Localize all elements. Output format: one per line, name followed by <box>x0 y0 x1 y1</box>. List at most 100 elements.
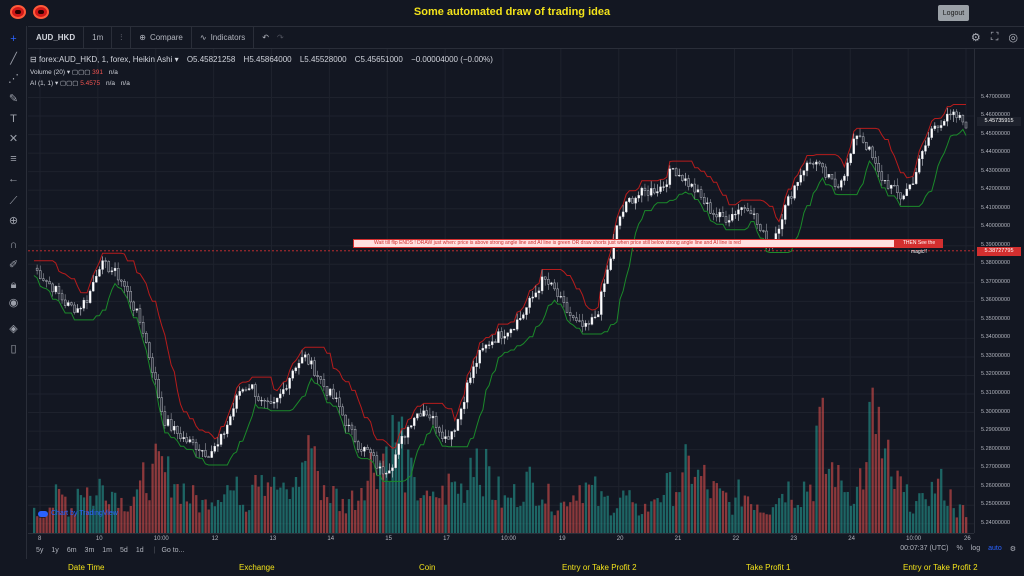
layers-icon[interactable]: ◈ <box>9 323 18 335</box>
gear-icon[interactable]: ⚙ <box>970 32 981 44</box>
volume-bar <box>453 481 457 533</box>
range-button-1m[interactable]: 1m <box>102 546 113 554</box>
candle <box>222 433 226 435</box>
time-tick-label: 12 <box>211 536 219 542</box>
dropdown-icon[interactable]: ▾ ▢▢▢ <box>54 80 81 87</box>
crosshair-icon[interactable]: + <box>10 33 17 45</box>
candle <box>491 341 494 346</box>
camera-icon[interactable]: ◎ <box>1008 32 1018 44</box>
range-button-5y[interactable]: 5y <box>36 546 44 554</box>
candle <box>369 449 372 453</box>
volume-label[interactable]: Volume (20) <box>30 69 66 76</box>
candle <box>936 125 940 128</box>
symbol-search[interactable]: AUD_HKD <box>28 26 85 49</box>
lock-drawing-icon[interactable]: ✐ <box>8 259 19 271</box>
dropdown-icon[interactable]: ▾ ▢▢▢ <box>66 69 93 76</box>
price-tick-label: 5.39000000 <box>981 241 1011 248</box>
volume-bar <box>104 500 108 533</box>
volume-bar <box>269 486 273 533</box>
footer-item[interactable]: Date Time <box>68 563 105 572</box>
utc-clock[interactable]: 00:07:37 (UTC) <box>900 545 949 552</box>
text-icon[interactable]: T <box>10 113 17 125</box>
range-button-5d[interactable]: 5d <box>120 546 128 554</box>
strategy-annotation-end[interactable]: THEN See the magic!! <box>895 239 943 255</box>
price-axis[interactable]: 5.47000000 5.46000000 5.45000000 5.44000000… <box>974 49 1024 533</box>
arrow-back-icon[interactable]: ← <box>8 173 19 185</box>
log-toggle[interactable]: log <box>970 545 981 552</box>
candle <box>347 424 351 427</box>
footer-item[interactable]: Coin <box>419 563 436 572</box>
price-chart[interactable] <box>28 49 974 533</box>
price-tick-label: 5.25000000 <box>981 501 1011 508</box>
volume-bar <box>556 510 559 533</box>
indicators-label: Indicators <box>210 33 246 42</box>
tradingview-watermark[interactable]: Chart by TradingView <box>38 510 118 517</box>
indicators-button[interactable]: ∿ Indicators <box>192 26 255 49</box>
eye-icon[interactable]: ◉ <box>8 297 19 309</box>
legend-collapse-icon[interactable]: ⊟ <box>30 55 39 64</box>
range-button-1y[interactable]: 1y <box>51 546 59 554</box>
range-button-6m[interactable]: 6m <box>66 546 77 554</box>
volume-bar <box>142 462 145 533</box>
range-button-1d[interactable]: 1d <box>135 546 144 554</box>
candle <box>335 397 338 399</box>
candle <box>288 377 291 389</box>
chart-type-button[interactable]: ⫶ <box>112 26 132 49</box>
magnet-icon[interactable]: ∩ <box>9 239 18 251</box>
strategy-annotation[interactable]: Wait till flip ENDS ! DRAW just when: pr… <box>353 239 895 248</box>
volume-bar <box>123 511 126 533</box>
candle <box>534 292 538 298</box>
percent-toggle[interactable]: % <box>956 545 963 552</box>
ai-label[interactable]: AI (1, 1) <box>30 80 54 87</box>
time-axis[interactable]: 8 10 10:00 12 13 14 15 17 10:00 19 20 21 22 23 24 10:00… <box>28 533 974 547</box>
volume-bar <box>89 495 92 533</box>
volume-bar <box>226 485 229 533</box>
candle <box>173 425 176 431</box>
volume-bar <box>484 448 488 533</box>
undo-button[interactable]: ↶ ↷ <box>254 27 291 49</box>
interval-selector[interactable]: 1m <box>84 26 113 49</box>
brush-icon[interactable]: ✎ <box>8 93 19 105</box>
volume-bar <box>344 513 348 533</box>
compare-button[interactable]: ⊕ Compare <box>131 26 192 49</box>
volume-bar <box>936 478 940 533</box>
candle <box>556 288 559 297</box>
time-tick-label: 10 <box>95 536 103 542</box>
footer-item[interactable]: Entry or Take Profit 2 <box>562 563 637 572</box>
volume-bar <box>129 505 132 533</box>
footer-item[interactable]: Take Profit 1 <box>746 563 791 572</box>
fib-retracement-icon[interactable]: ⋰ <box>8 73 19 85</box>
footer-item[interactable]: Entry or Take Profit 2 <box>903 563 978 572</box>
ai-value: 5.4575 <box>80 80 101 87</box>
fullscreen-icon[interactable]: ⛶ <box>990 31 999 43</box>
trend-line-icon[interactable]: ╱ <box>10 53 17 65</box>
candle <box>73 304 76 313</box>
prediction-icon[interactable]: ≡ <box>10 153 17 165</box>
gear-icon[interactable]: ⚙ <box>1009 546 1016 553</box>
legend-symbol[interactable]: forex:AUD_HKD, 1, forex, Heikin Ashi <box>38 55 173 64</box>
candle <box>478 350 481 364</box>
logout-button[interactable]: Logout <box>938 5 969 21</box>
trash-icon[interactable]: ▯ <box>10 343 17 355</box>
volume-bar <box>890 476 893 533</box>
candle <box>537 290 541 294</box>
volume-bar <box>684 444 687 533</box>
zoom-in-icon[interactable]: ⊕ <box>8 215 19 227</box>
pattern-icon[interactable]: ✕ <box>8 133 19 145</box>
goto-button[interactable]: Go to... <box>161 546 185 554</box>
candle <box>961 114 965 123</box>
lock-icon[interactable]: 🔒︎ <box>10 279 17 291</box>
auto-toggle[interactable]: auto <box>988 545 1002 552</box>
ruler-icon[interactable]: ⟋ <box>9 195 18 207</box>
price-tick-label: 5.46000000 <box>981 112 1011 119</box>
price-tick-label: 5.28000000 <box>981 445 1011 452</box>
volume-bar <box>887 439 890 533</box>
candle <box>179 433 182 440</box>
dropdown-icon[interactable]: ▾ <box>174 55 179 64</box>
volume-bar <box>837 465 840 533</box>
volume-bar <box>472 477 475 533</box>
volume-bar <box>603 496 606 533</box>
candle <box>57 286 61 294</box>
footer-item[interactable]: Exchange <box>239 563 275 572</box>
range-button-3m[interactable]: 3m <box>84 546 95 554</box>
